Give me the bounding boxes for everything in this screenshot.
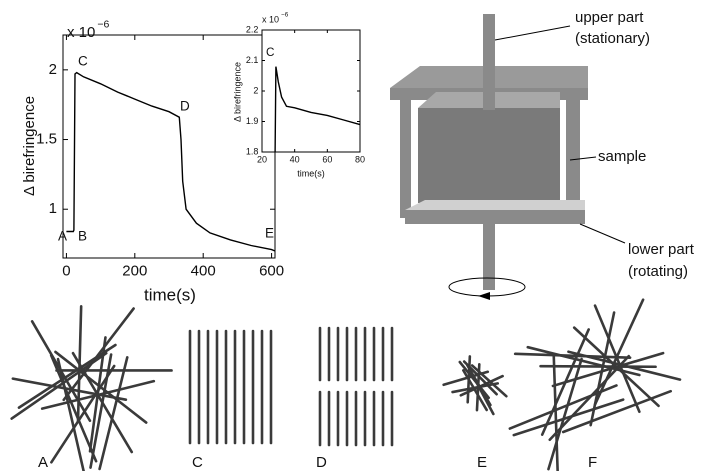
- y-tick-label: 2: [253, 85, 258, 95]
- plot-area: [261, 29, 361, 153]
- y-tick-label: 2: [49, 61, 57, 78]
- sample: [418, 108, 560, 203]
- x-tick-label: 600: [259, 262, 284, 279]
- rod: [451, 382, 500, 394]
- x-tick-label: 0: [62, 262, 70, 279]
- rod: [462, 360, 498, 396]
- rod: [551, 351, 665, 388]
- x-tick-label: 80: [355, 154, 365, 164]
- x-axis-label: time(s): [144, 285, 196, 304]
- leader: [569, 156, 597, 161]
- y-tick-label: 1.9: [246, 116, 259, 126]
- y-tick-label: 2.2: [246, 24, 259, 34]
- label: sample: [598, 148, 646, 165]
- annotation: B: [78, 229, 87, 244]
- lower-shaft: [483, 224, 495, 290]
- x-tick-label: 20: [257, 154, 267, 164]
- y-tick-label: 1.8: [246, 146, 259, 156]
- right-wall: [566, 100, 580, 218]
- rod: [76, 305, 83, 423]
- x-tick-label: 60: [322, 154, 332, 164]
- rod: [593, 298, 645, 406]
- upper-shaft: [483, 14, 495, 110]
- leader: [494, 25, 571, 41]
- rod: [561, 389, 673, 434]
- y-tick-label: 2.1: [246, 55, 259, 65]
- rod: [589, 311, 616, 427]
- rod: [50, 364, 116, 464]
- arrow-head: [478, 292, 490, 300]
- y-axis-label: Δ birefringence: [232, 62, 242, 122]
- x-tick-label: 40: [290, 154, 300, 164]
- panel-label: E: [477, 454, 487, 471]
- rod: [56, 357, 85, 471]
- data-line: [66, 71, 276, 252]
- rod: [462, 369, 488, 412]
- y-multiplier-power: −6: [97, 19, 109, 31]
- y-multiplier: x 10: [262, 14, 279, 24]
- annotation: A: [58, 229, 67, 244]
- panel-label: C: [192, 454, 203, 471]
- plate-top: [405, 200, 585, 210]
- leader: [579, 223, 626, 244]
- x-tick-label: 200: [122, 262, 147, 279]
- rod-panels: [10, 298, 682, 471]
- rod: [11, 377, 128, 402]
- panel-label: F: [588, 454, 597, 471]
- rod: [512, 398, 625, 437]
- rod: [548, 354, 631, 442]
- panel-label: A: [38, 454, 48, 471]
- annotation: D: [180, 99, 190, 114]
- label: lower part: [628, 241, 695, 258]
- left-wall: [400, 100, 411, 218]
- rod: [513, 352, 632, 359]
- annotation: C: [78, 54, 88, 69]
- rod: [62, 307, 135, 402]
- plate: [405, 210, 585, 224]
- label: (rotating): [628, 263, 688, 280]
- data-line: [274, 66, 361, 153]
- plot-area: [62, 34, 276, 259]
- rod: [552, 354, 559, 471]
- rod: [89, 353, 113, 469]
- x-axis-label: time(s): [297, 168, 325, 178]
- apparatus: upper part (stationary) sample lower par…: [390, 9, 695, 300]
- rod: [98, 356, 129, 471]
- y-tick-label: 1.5: [36, 131, 57, 148]
- panel-label: D: [316, 454, 327, 471]
- y-axis-label: Δ birefringence: [21, 96, 38, 196]
- y-multiplier: x 10: [67, 24, 95, 41]
- label: (stationary): [575, 30, 650, 47]
- rod: [49, 354, 98, 463]
- y-tick-label: 1: [49, 200, 57, 217]
- label: upper part: [575, 9, 644, 26]
- rod: [10, 351, 108, 420]
- y-multiplier-power: −6: [281, 12, 289, 19]
- rod: [547, 357, 583, 471]
- rod: [572, 326, 660, 408]
- x-tick-label: 400: [191, 262, 216, 279]
- annotation: C: [266, 46, 274, 59]
- rod: [539, 364, 657, 369]
- annotation: E: [265, 226, 274, 241]
